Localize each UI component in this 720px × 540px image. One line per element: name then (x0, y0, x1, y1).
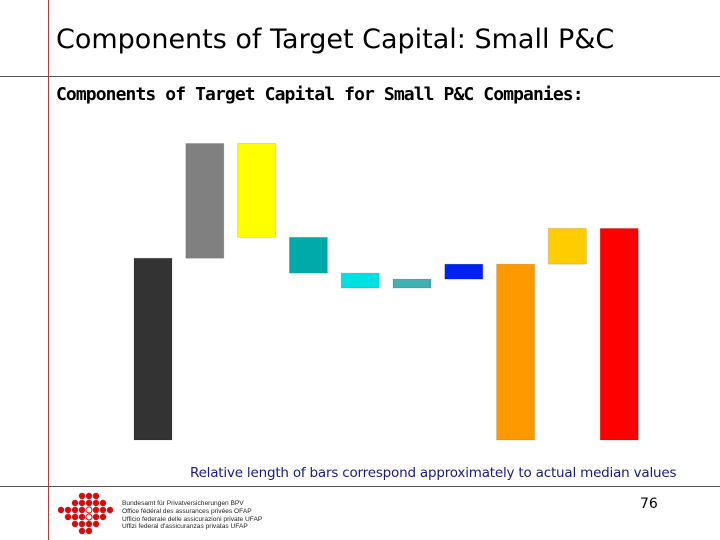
title-divider (0, 76, 720, 77)
bar-6 (392, 278, 432, 289)
chart-caption: Relative length of bars correspond appro… (190, 465, 677, 481)
page-title: Components of Target Capital: Small P&C (56, 24, 615, 55)
org-line-rm: Uffizi federal d'assicuranzas privatas U… (122, 523, 248, 531)
bar-2 (185, 142, 225, 259)
left-accent-line (48, 0, 49, 540)
bar-9 (547, 227, 587, 265)
bar-5 (340, 272, 380, 289)
bar-8 (496, 263, 536, 441)
bar-10 (599, 227, 639, 441)
federal-office-logo-icon (57, 492, 114, 535)
bar-1 (133, 257, 173, 441)
bar-4 (288, 236, 328, 274)
page-number: 76 (640, 496, 658, 512)
org-line-it: Ufficio federale delle assicurazioni pri… (122, 515, 263, 523)
bar-7 (444, 263, 484, 280)
org-name-block: Bundesamt für Privatversicherungen BPV O… (122, 500, 262, 531)
bar-3 (237, 142, 277, 238)
org-line-fr: Office fédéral des assurances privées OF… (122, 507, 252, 515)
org-line-de: Bundesamt für Privatversicherungen BPV (122, 500, 244, 507)
footer-divider (0, 486, 720, 487)
chart-title: Components of Target Capital for Small P… (56, 84, 584, 105)
